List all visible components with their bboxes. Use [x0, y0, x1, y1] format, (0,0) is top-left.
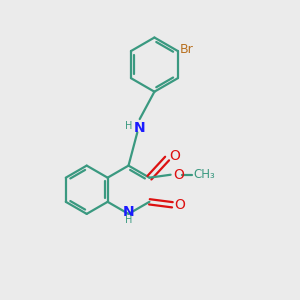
Text: H: H: [125, 121, 132, 130]
Text: O: O: [169, 148, 180, 163]
Text: N: N: [123, 205, 134, 218]
Text: N: N: [134, 121, 146, 135]
Text: O: O: [174, 168, 184, 182]
Text: O: O: [175, 198, 186, 212]
Text: H: H: [125, 215, 132, 225]
Text: CH₃: CH₃: [194, 168, 215, 181]
Text: Br: Br: [180, 43, 194, 56]
